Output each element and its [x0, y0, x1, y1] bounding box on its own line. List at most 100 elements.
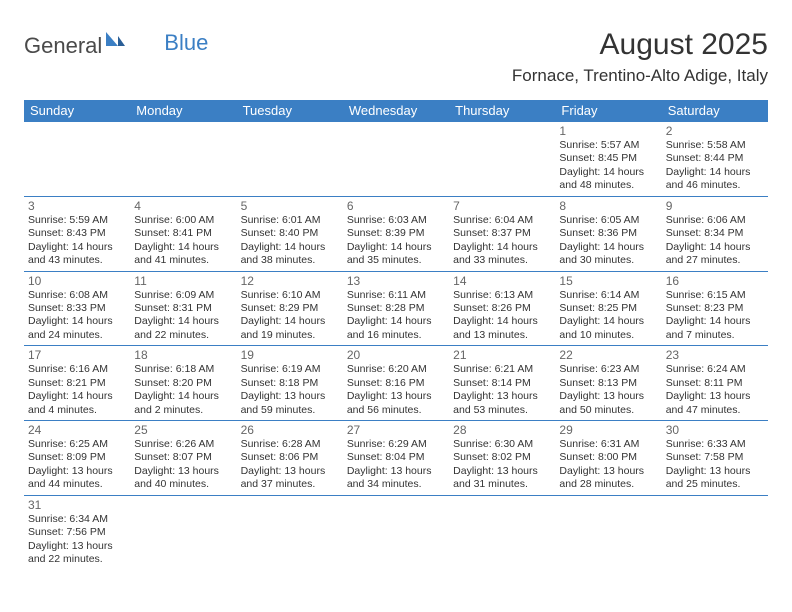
- day-number: 9: [666, 199, 764, 213]
- calendar-day-empty: [130, 496, 236, 570]
- calendar-week: 10Sunrise: 6:08 AMSunset: 8:33 PMDayligh…: [24, 272, 768, 347]
- day-header: Monday: [130, 100, 236, 122]
- sun-info: Sunrise: 6:29 AMSunset: 8:04 PMDaylight:…: [347, 438, 445, 492]
- sun-info: Sunrise: 5:59 AMSunset: 8:43 PMDaylight:…: [28, 214, 126, 268]
- sun-info: Sunrise: 5:57 AMSunset: 8:45 PMDaylight:…: [559, 139, 657, 193]
- sun-info: Sunrise: 6:16 AMSunset: 8:21 PMDaylight:…: [28, 363, 126, 417]
- weeks-container: 1Sunrise: 5:57 AMSunset: 8:45 PMDaylight…: [24, 122, 768, 570]
- calendar-day: 11Sunrise: 6:09 AMSunset: 8:31 PMDayligh…: [130, 272, 236, 346]
- day-number: 7: [453, 199, 551, 213]
- sun-info: Sunrise: 6:20 AMSunset: 8:16 PMDaylight:…: [347, 363, 445, 417]
- day-number: 1: [559, 124, 657, 138]
- day-number: 28: [453, 423, 551, 437]
- day-number: 26: [241, 423, 339, 437]
- day-number: 19: [241, 348, 339, 362]
- calendar-day: 31Sunrise: 6:34 AMSunset: 7:56 PMDayligh…: [24, 496, 130, 570]
- calendar-day: 17Sunrise: 6:16 AMSunset: 8:21 PMDayligh…: [24, 346, 130, 420]
- calendar-day: 29Sunrise: 6:31 AMSunset: 8:00 PMDayligh…: [555, 421, 661, 495]
- title-block: August 2025 Fornace, Trentino-Alto Adige…: [512, 28, 768, 86]
- day-header: Thursday: [449, 100, 555, 122]
- calendar-day-empty: [24, 122, 130, 196]
- sun-info: Sunrise: 6:26 AMSunset: 8:07 PMDaylight:…: [134, 438, 232, 492]
- calendar-day-empty: [555, 496, 661, 570]
- sun-info: Sunrise: 6:09 AMSunset: 8:31 PMDaylight:…: [134, 289, 232, 343]
- day-number: 3: [28, 199, 126, 213]
- sun-info: Sunrise: 6:24 AMSunset: 8:11 PMDaylight:…: [666, 363, 764, 417]
- day-header: Sunday: [24, 100, 130, 122]
- calendar-day: 6Sunrise: 6:03 AMSunset: 8:39 PMDaylight…: [343, 197, 449, 271]
- sun-info: Sunrise: 5:58 AMSunset: 8:44 PMDaylight:…: [666, 139, 764, 193]
- calendar-week: 1Sunrise: 5:57 AMSunset: 8:45 PMDaylight…: [24, 122, 768, 197]
- calendar-day: 21Sunrise: 6:21 AMSunset: 8:14 PMDayligh…: [449, 346, 555, 420]
- day-number: 30: [666, 423, 764, 437]
- calendar-day: 5Sunrise: 6:01 AMSunset: 8:40 PMDaylight…: [237, 197, 343, 271]
- calendar-day-empty: [662, 496, 768, 570]
- day-header-row: Sunday Monday Tuesday Wednesday Thursday…: [24, 100, 768, 122]
- calendar-day: 24Sunrise: 6:25 AMSunset: 8:09 PMDayligh…: [24, 421, 130, 495]
- day-number: 13: [347, 274, 445, 288]
- calendar-day: 28Sunrise: 6:30 AMSunset: 8:02 PMDayligh…: [449, 421, 555, 495]
- day-number: 20: [347, 348, 445, 362]
- sun-info: Sunrise: 6:21 AMSunset: 8:14 PMDaylight:…: [453, 363, 551, 417]
- sun-info: Sunrise: 6:13 AMSunset: 8:26 PMDaylight:…: [453, 289, 551, 343]
- calendar-week: 17Sunrise: 6:16 AMSunset: 8:21 PMDayligh…: [24, 346, 768, 421]
- day-number: 22: [559, 348, 657, 362]
- logo: General Blue: [24, 28, 208, 64]
- calendar-day: 4Sunrise: 6:00 AMSunset: 8:41 PMDaylight…: [130, 197, 236, 271]
- day-header: Tuesday: [237, 100, 343, 122]
- sun-info: Sunrise: 6:14 AMSunset: 8:25 PMDaylight:…: [559, 289, 657, 343]
- calendar-day: 1Sunrise: 5:57 AMSunset: 8:45 PMDaylight…: [555, 122, 661, 196]
- calendar-week: 24Sunrise: 6:25 AMSunset: 8:09 PMDayligh…: [24, 421, 768, 496]
- day-number: 5: [241, 199, 339, 213]
- day-number: 4: [134, 199, 232, 213]
- day-number: 11: [134, 274, 232, 288]
- calendar-day: 20Sunrise: 6:20 AMSunset: 8:16 PMDayligh…: [343, 346, 449, 420]
- day-number: 2: [666, 124, 764, 138]
- calendar-day-empty: [343, 496, 449, 570]
- day-number: 12: [241, 274, 339, 288]
- day-number: 23: [666, 348, 764, 362]
- month-title: August 2025: [512, 28, 768, 62]
- sun-info: Sunrise: 6:08 AMSunset: 8:33 PMDaylight:…: [28, 289, 126, 343]
- day-header: Saturday: [662, 100, 768, 122]
- calendar-day: 12Sunrise: 6:10 AMSunset: 8:29 PMDayligh…: [237, 272, 343, 346]
- header: General Blue August 2025 Fornace, Trenti…: [0, 0, 792, 94]
- day-number: 31: [28, 498, 126, 512]
- calendar-day: 23Sunrise: 6:24 AMSunset: 8:11 PMDayligh…: [662, 346, 768, 420]
- sun-info: Sunrise: 6:25 AMSunset: 8:09 PMDaylight:…: [28, 438, 126, 492]
- sun-info: Sunrise: 6:04 AMSunset: 8:37 PMDaylight:…: [453, 214, 551, 268]
- sun-info: Sunrise: 6:01 AMSunset: 8:40 PMDaylight:…: [241, 214, 339, 268]
- calendar-day: 7Sunrise: 6:04 AMSunset: 8:37 PMDaylight…: [449, 197, 555, 271]
- calendar-day-empty: [343, 122, 449, 196]
- calendar-day: 9Sunrise: 6:06 AMSunset: 8:34 PMDaylight…: [662, 197, 768, 271]
- logo-sail-icon: [104, 28, 126, 54]
- day-header: Wednesday: [343, 100, 449, 122]
- calendar-week: 3Sunrise: 5:59 AMSunset: 8:43 PMDaylight…: [24, 197, 768, 272]
- calendar-day: 22Sunrise: 6:23 AMSunset: 8:13 PMDayligh…: [555, 346, 661, 420]
- calendar-day: 2Sunrise: 5:58 AMSunset: 8:44 PMDaylight…: [662, 122, 768, 196]
- day-number: 17: [28, 348, 126, 362]
- sun-info: Sunrise: 6:30 AMSunset: 8:02 PMDaylight:…: [453, 438, 551, 492]
- calendar-day: 8Sunrise: 6:05 AMSunset: 8:36 PMDaylight…: [555, 197, 661, 271]
- day-number: 10: [28, 274, 126, 288]
- calendar-day: 25Sunrise: 6:26 AMSunset: 8:07 PMDayligh…: [130, 421, 236, 495]
- calendar-day: 26Sunrise: 6:28 AMSunset: 8:06 PMDayligh…: [237, 421, 343, 495]
- day-number: 21: [453, 348, 551, 362]
- sun-info: Sunrise: 6:06 AMSunset: 8:34 PMDaylight:…: [666, 214, 764, 268]
- sun-info: Sunrise: 6:23 AMSunset: 8:13 PMDaylight:…: [559, 363, 657, 417]
- day-number: 6: [347, 199, 445, 213]
- sun-info: Sunrise: 6:11 AMSunset: 8:28 PMDaylight:…: [347, 289, 445, 343]
- calendar-day-empty: [130, 122, 236, 196]
- day-number: 16: [666, 274, 764, 288]
- sun-info: Sunrise: 6:28 AMSunset: 8:06 PMDaylight:…: [241, 438, 339, 492]
- day-number: 14: [453, 274, 551, 288]
- logo-text-general: General: [24, 33, 102, 59]
- sun-info: Sunrise: 6:19 AMSunset: 8:18 PMDaylight:…: [241, 363, 339, 417]
- day-number: 18: [134, 348, 232, 362]
- day-number: 15: [559, 274, 657, 288]
- day-number: 24: [28, 423, 126, 437]
- calendar-day-empty: [237, 122, 343, 196]
- calendar-day-empty: [449, 496, 555, 570]
- sun-info: Sunrise: 6:31 AMSunset: 8:00 PMDaylight:…: [559, 438, 657, 492]
- calendar-day: 14Sunrise: 6:13 AMSunset: 8:26 PMDayligh…: [449, 272, 555, 346]
